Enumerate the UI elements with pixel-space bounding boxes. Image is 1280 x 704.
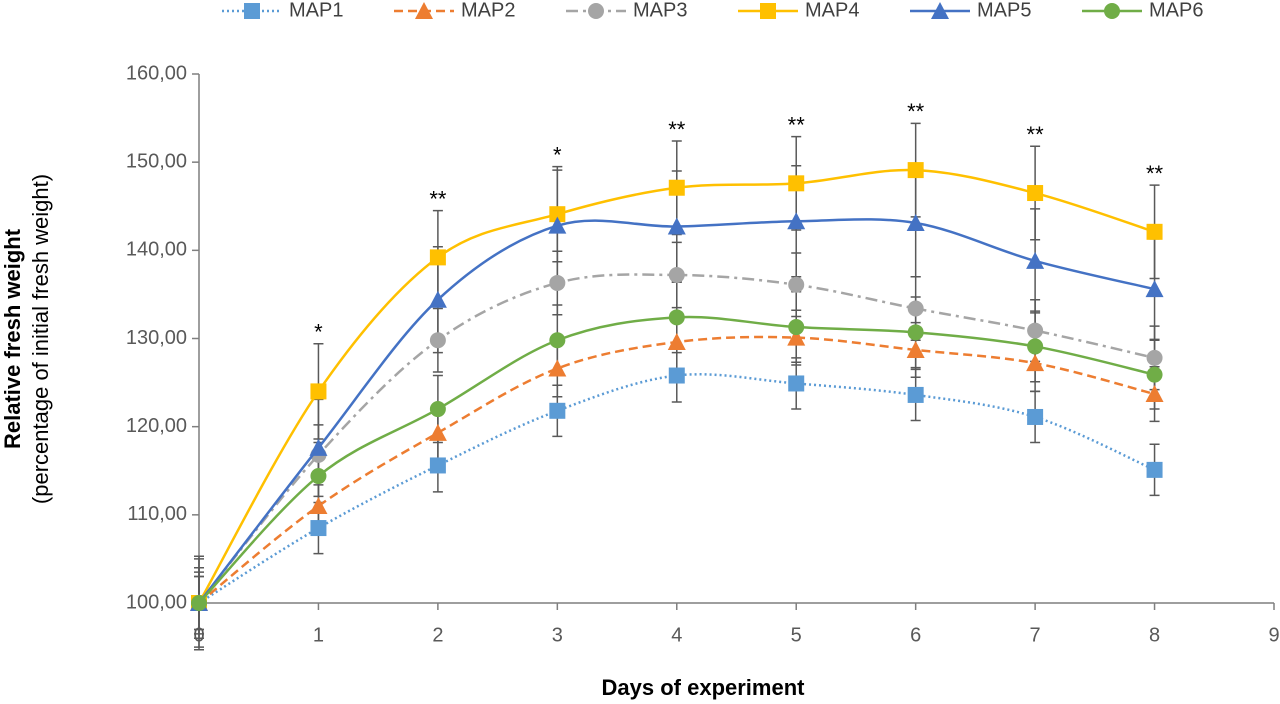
y-tick-label: 150,00 [126, 150, 187, 172]
series-line [198, 335, 1155, 604]
legend-marker [415, 2, 433, 19]
data-point [787, 328, 806, 346]
data-point [667, 217, 686, 235]
data-point [549, 402, 566, 419]
data-point [429, 332, 446, 349]
y-axis-title: Relative fresh weight [0, 228, 25, 449]
data-point [429, 401, 446, 418]
data-point [1027, 322, 1044, 339]
data-point [1146, 366, 1163, 383]
legend-marker [1104, 3, 1120, 19]
data-point [428, 423, 447, 441]
data-point [668, 267, 685, 284]
x-tick-label: 3 [552, 624, 563, 646]
data-point [788, 375, 805, 392]
annotation: ** [788, 112, 806, 137]
data-point [1027, 408, 1044, 425]
legend-marker [760, 3, 776, 19]
y-tick-label: 110,00 [127, 503, 187, 525]
x-tick-label: 2 [432, 624, 443, 646]
x-tick-label: 4 [671, 624, 682, 646]
annotation: ** [907, 99, 925, 124]
data-point [907, 324, 924, 341]
annotation: * [314, 320, 323, 345]
data-point [429, 249, 446, 266]
series-line [198, 315, 1155, 604]
data-point [1145, 280, 1164, 298]
legend-marker [931, 2, 949, 19]
data-point [548, 216, 567, 234]
series-line [198, 218, 1155, 604]
data-point [1146, 461, 1163, 478]
data-point [309, 438, 328, 456]
legend-marker [244, 3, 260, 19]
x-tick-label: 5 [791, 624, 802, 646]
annotation: ** [429, 186, 447, 211]
y-tick-label: 130,00 [126, 327, 187, 349]
data-point [787, 212, 806, 230]
data-point [1146, 223, 1163, 240]
data-point [549, 332, 566, 349]
data-point [548, 359, 567, 377]
data-point [907, 162, 924, 179]
x-tick-label: 7 [1030, 624, 1041, 646]
annotation: * [553, 142, 562, 167]
data-point [1026, 354, 1045, 372]
annotation: ** [668, 117, 686, 142]
y-axis-subtitle: (percentage of initial fresh weight) [28, 174, 53, 504]
y-tick-label: 120,00 [126, 415, 187, 437]
x-tick-label: 1 [313, 624, 324, 646]
legend-label: MAP6 [1149, 0, 1203, 21]
data-point [788, 175, 805, 192]
data-point [668, 309, 685, 326]
x-tick-label: 9 [1268, 624, 1279, 646]
legend-label: MAP3 [633, 0, 687, 21]
data-point [191, 595, 207, 611]
x-axis-title: Days of experiment [602, 675, 806, 700]
legend-label: MAP2 [461, 0, 515, 21]
data-point [788, 319, 805, 336]
annotation: ** [1027, 122, 1045, 147]
data-point [310, 468, 327, 485]
data-point [549, 274, 566, 291]
data-point [429, 457, 446, 474]
data-point [668, 179, 685, 196]
data-point [1026, 251, 1045, 269]
y-tick-label: 140,00 [126, 239, 187, 261]
data-point [788, 276, 805, 293]
data-point [906, 214, 925, 232]
data-point [907, 386, 924, 403]
data-point [1027, 338, 1044, 355]
data-point [907, 300, 924, 317]
y-tick-label: 160,00 [126, 62, 187, 84]
data-point [1146, 349, 1163, 366]
x-tick-label: 8 [1149, 624, 1160, 646]
legend-label: MAP4 [805, 0, 859, 21]
data-point [309, 497, 328, 515]
data-point [906, 340, 925, 358]
legend-marker [588, 3, 604, 19]
data-point [667, 333, 686, 351]
legend-label: MAP5 [977, 0, 1031, 21]
legend-label: MAP1 [289, 0, 343, 21]
y-tick-label: 100,00 [126, 591, 187, 613]
data-point [310, 520, 327, 537]
data-point [549, 206, 566, 223]
data-point [1027, 185, 1044, 202]
data-point [428, 290, 447, 308]
data-point [310, 383, 327, 400]
data-point [668, 367, 685, 384]
data-point [1145, 385, 1164, 403]
x-tick-label: 6 [910, 624, 921, 646]
annotation: ** [1146, 161, 1164, 186]
